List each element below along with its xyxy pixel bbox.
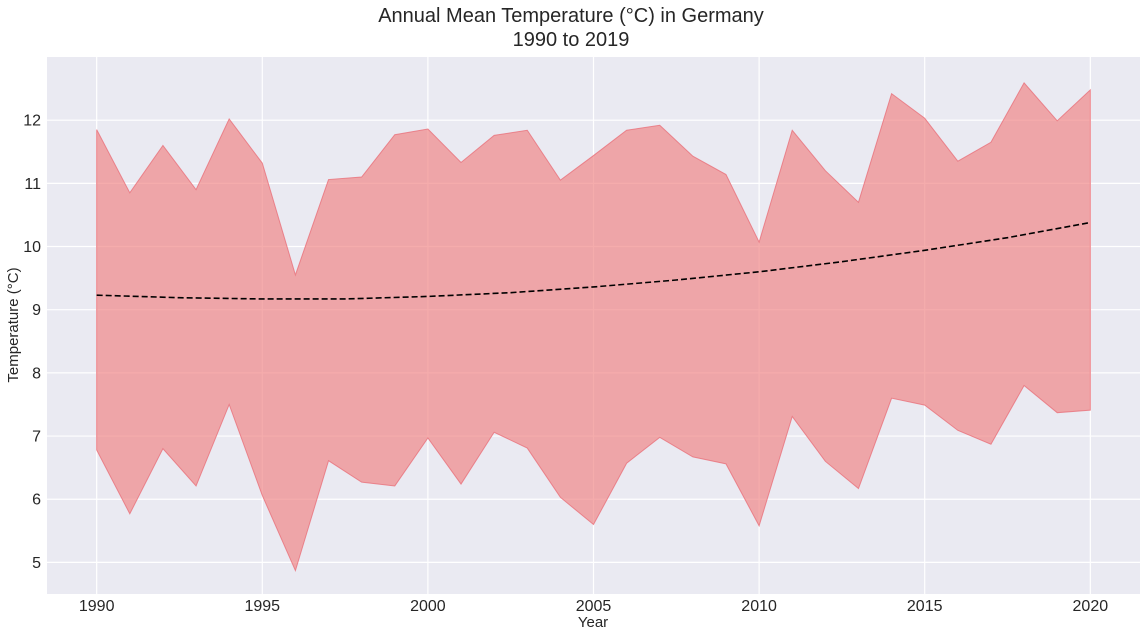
- y-tick-label: 12: [23, 113, 41, 130]
- x-tick-label: 2000: [410, 598, 446, 615]
- x-axis-label: Year: [578, 614, 608, 631]
- x-tick-label: 1990: [79, 598, 115, 615]
- y-tick-label: 5: [32, 555, 41, 572]
- band-area: [96, 82, 1091, 573]
- y-tick-label: 7: [32, 429, 41, 446]
- trend-line: [96, 221, 1091, 300]
- x-tick-label: 2005: [576, 598, 612, 615]
- trend-line-group: [96, 221, 1091, 300]
- y-tick-label: 9: [32, 302, 41, 319]
- y-tick-labels: 5 6 7 8 9 10 11 12: [23, 113, 41, 572]
- x-tick-label: 1995: [244, 598, 280, 615]
- chart-title-line-1: Annual Mean Temperature (°C) in Germany: [378, 5, 764, 27]
- x-tick-labels: 1990 1995 2000 2005 2010 2015 2020: [79, 598, 1108, 615]
- temperature-range-band: [96, 82, 1091, 573]
- y-axis-label: Temperature (°C): [5, 267, 22, 382]
- x-tick-label: 2020: [1073, 598, 1109, 615]
- y-tick-label: 10: [23, 239, 41, 256]
- x-tick-label: 2015: [907, 598, 943, 615]
- y-tick-label: 6: [32, 492, 41, 509]
- y-tick-label: 11: [24, 176, 41, 193]
- chart-title-line-2: 1990 to 2019: [513, 29, 630, 51]
- x-tick-label: 2010: [741, 598, 777, 615]
- y-tick-label: 8: [32, 365, 41, 382]
